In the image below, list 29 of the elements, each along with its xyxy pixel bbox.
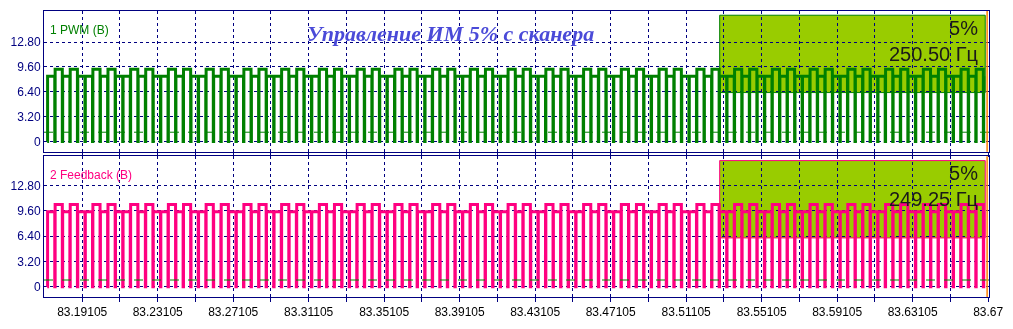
x-tick-label: 83.19105: [57, 305, 108, 320]
y-tick-label: 12.80: [10, 178, 41, 193]
y-tick-label: 6.40: [17, 229, 41, 244]
y-tick-label: 0: [33, 279, 41, 294]
x-tick-label: 83.27105: [208, 305, 259, 320]
annotation: 5%: [949, 17, 979, 39]
x-tick-label: 83.59105: [812, 305, 863, 320]
x-tick-label: 83.35105: [359, 305, 410, 320]
text: 1 PWM (B): [50, 23, 109, 37]
y-tick-label: 9.60: [17, 60, 41, 75]
series-label: 2 Feedback (B): [50, 168, 133, 182]
y-tick-label: 9.60: [17, 204, 41, 219]
text: Управление ИМ 5% с сканера: [307, 21, 595, 46]
annotation: 5%: [949, 162, 979, 184]
y-tick-label: 0: [33, 134, 41, 149]
y-tick-label: 6.40: [17, 85, 41, 100]
x-tick-label: 83.63105: [887, 305, 939, 320]
y-tick-label: 12.80: [10, 35, 41, 50]
x-tick-label: 83.67: [973, 305, 1004, 320]
annotation: 250.50 Гц: [889, 43, 979, 65]
x-tick-label: 83.39105: [434, 305, 486, 320]
y-tick-label: 3.20: [17, 254, 41, 269]
x-tick-label: 83.51105: [661, 305, 712, 320]
x-tick-label: 83.55105: [736, 305, 788, 320]
x-tick-label: 83.23105: [132, 305, 184, 320]
x-tick-label: 83.47105: [585, 305, 637, 320]
x-tick-label: 83.43105: [510, 305, 561, 320]
x-tick-label: 83.31105: [284, 305, 334, 320]
y-tick-label: 3.20: [17, 109, 41, 124]
